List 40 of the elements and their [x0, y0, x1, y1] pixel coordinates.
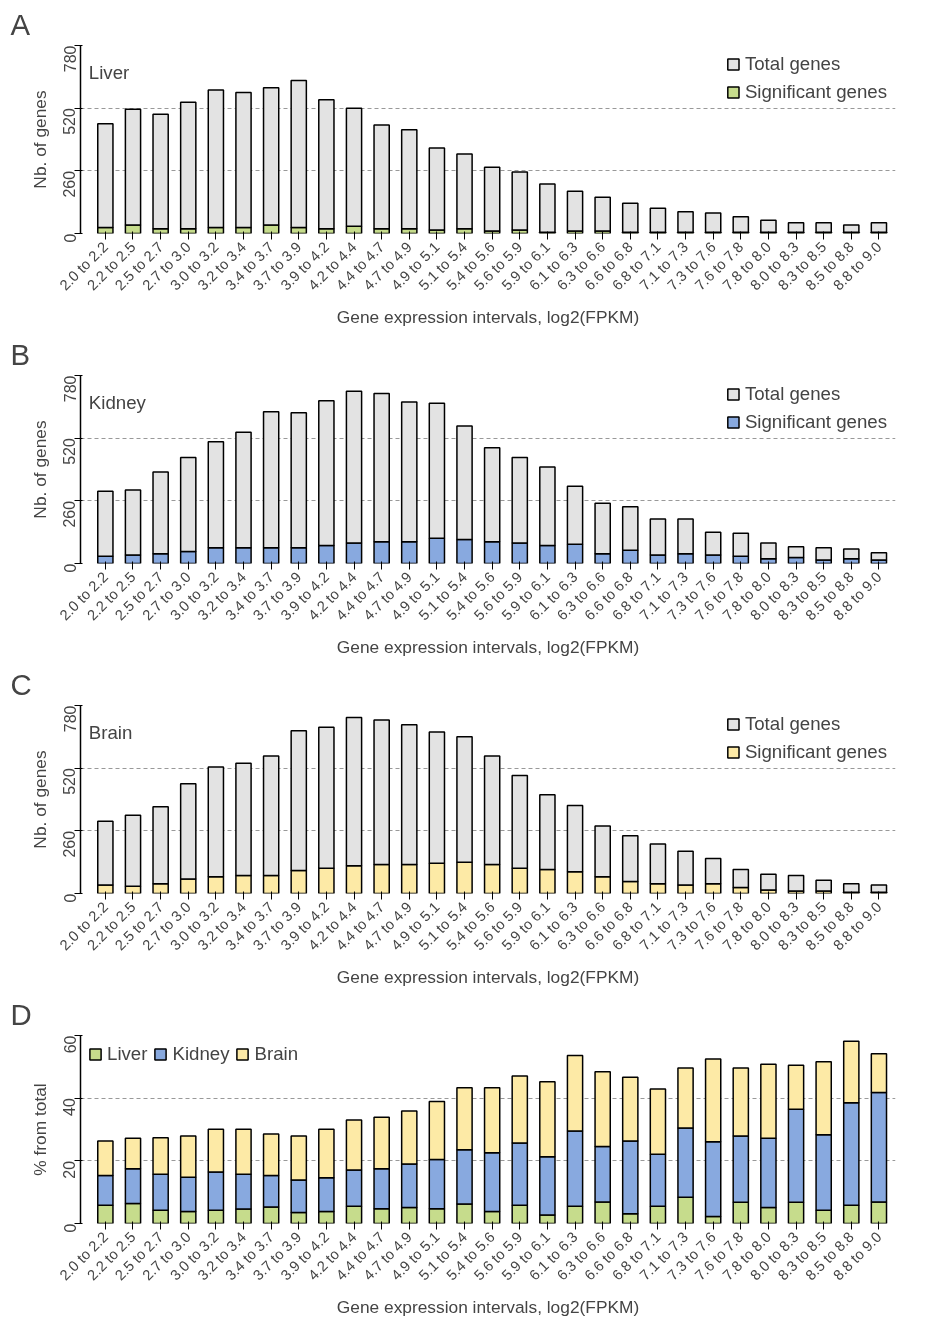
y-axis-title: % from total	[29, 1083, 50, 1176]
y-tick-label: 0	[61, 233, 79, 243]
y-tick-label: 780	[61, 375, 79, 403]
y-tick-label: 0	[61, 563, 79, 573]
annotation: Liver	[88, 62, 130, 84]
y-tick-label: 20	[61, 1160, 79, 1179]
y-axis-title: Nb. of genes	[29, 420, 50, 519]
legend-label: Kidney	[172, 1043, 230, 1065]
chart-title: B	[10, 337, 31, 371]
x-axis-title: Gene expression intervals, log2(FPKM)	[336, 637, 640, 658]
y-axis-title: Nb. of genes	[29, 750, 50, 849]
y-tick-label: 40	[61, 1098, 79, 1116]
legend-label: Brain	[254, 1043, 299, 1065]
legend-label: Significant genes	[744, 81, 887, 103]
chart-title: C	[10, 667, 32, 701]
y-tick-label: 520	[61, 438, 79, 465]
legend-label: Total genes	[744, 383, 841, 405]
y-tick-label: 780	[61, 45, 79, 73]
y-tick-label: 520	[61, 108, 79, 135]
y-tick-label: 520	[61, 768, 79, 795]
x-axis-title: Gene expression intervals, log2(FPKM)	[336, 967, 640, 988]
legend-label: Significant genes	[744, 741, 887, 763]
y-tick-label: 0	[61, 893, 79, 903]
y-tick-label: 260	[61, 170, 79, 198]
y-tick-label: 260	[61, 830, 79, 858]
legend-label: Liver	[107, 1043, 148, 1065]
legend-label: Significant genes	[744, 411, 887, 433]
chart-title: D	[10, 997, 32, 1031]
x-axis-title: Gene expression intervals, log2(FPKM)	[336, 307, 640, 328]
chart-title: A	[10, 7, 31, 41]
y-axis-title: Nb. of genes	[29, 90, 50, 189]
annotation: Kidney	[88, 392, 147, 414]
y-tick-label: 780	[61, 705, 79, 733]
y-tick-label: 60	[61, 1035, 79, 1054]
x-axis-title: Gene expression intervals, log2(FPKM)	[336, 1297, 640, 1318]
annotation: Brain	[88, 722, 133, 744]
y-tick-label: 0	[61, 1223, 79, 1233]
legend-label: Total genes	[744, 713, 841, 735]
y-tick-label: 260	[61, 500, 79, 528]
legend-label: Total genes	[744, 53, 841, 75]
